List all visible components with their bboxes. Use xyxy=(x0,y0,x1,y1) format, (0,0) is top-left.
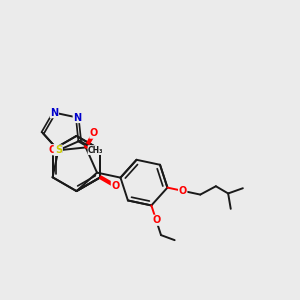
Text: O: O xyxy=(111,181,120,191)
Text: O: O xyxy=(49,145,57,155)
Text: O: O xyxy=(178,186,187,196)
Text: CH₃: CH₃ xyxy=(88,146,103,154)
Text: O: O xyxy=(152,215,160,225)
Text: N: N xyxy=(54,145,62,155)
Text: O: O xyxy=(90,128,98,138)
Text: N: N xyxy=(50,108,59,118)
Text: S: S xyxy=(55,145,62,155)
Text: N: N xyxy=(73,112,81,122)
